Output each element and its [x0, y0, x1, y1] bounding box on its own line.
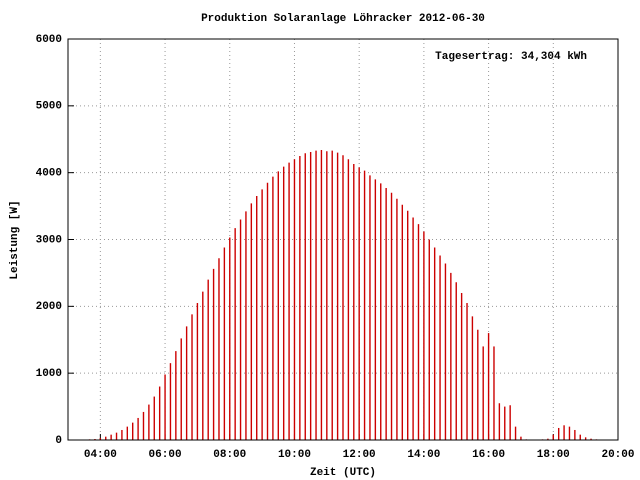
y-tick-label: 1000	[36, 368, 62, 380]
y-tick-label: 0	[55, 435, 62, 447]
y-tick-label: 2000	[36, 301, 62, 313]
annotation: Tagesertrag: 34,304 kWh	[435, 51, 587, 63]
x-tick-label: 08:00	[213, 449, 246, 461]
plot-border	[67, 38, 619, 441]
x-tick-label: 06:00	[149, 449, 182, 461]
y-tick-label: 5000	[36, 101, 62, 113]
x-tick-label: 20:00	[601, 449, 634, 461]
x-tick-label: 18:00	[537, 449, 570, 461]
y-tick-label: 6000	[36, 34, 62, 46]
x-tick-label: 10:00	[278, 449, 311, 461]
x-axis-label: Zeit (UTC)	[310, 467, 376, 479]
y-tick-label: 3000	[36, 234, 62, 246]
x-tick-label: 14:00	[407, 449, 440, 461]
x-tick-label: 12:00	[343, 449, 376, 461]
x-tick-label: 16:00	[472, 449, 505, 461]
chart-title: Produktion Solaranlage Löhracker 2012-06…	[201, 13, 485, 25]
x-tick-label: 04:00	[84, 449, 117, 461]
y-axis-label: Leistung [W]	[9, 200, 21, 279]
y-tick-label: 4000	[36, 168, 62, 180]
